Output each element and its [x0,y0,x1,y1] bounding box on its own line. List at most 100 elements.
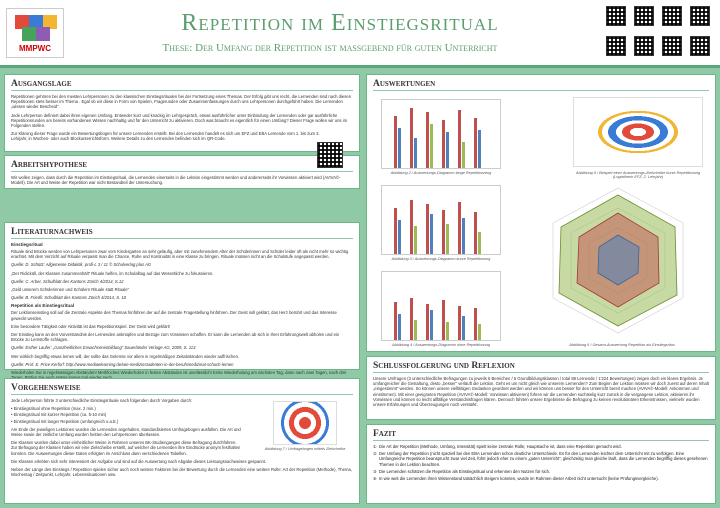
figure-caption: Abbildung 5 / Beispiel einer Auswertungs… [575,171,701,179]
fazit-item-text: Der Umfang der Repetition (nicht speziel… [379,451,708,467]
text-block: „Der Ridicküll, der Klassen zusammenhält… [11,270,214,276]
chart-bar [474,308,477,340]
fazit-item-number: ③ [373,468,377,474]
chart-bar [446,132,449,168]
chart-bar [414,320,417,340]
chart-bar [474,212,477,254]
text-block: Neben der Länge des Einstiegs / Repetiti… [11,467,352,478]
section-vorgehensweise: Vorgehensweise Jede Lehrperson führte 3 … [4,378,360,504]
section-arbeitshypothese: Arbeitshypothese Wir wollen zeigen, dass… [4,142,360,189]
figure-caption: Abbildung 3 / Auswertungs-Diagramm kurze… [391,257,491,261]
figure-caption: Abbildung 4 / Auswertungs-Diagramm ohne … [392,343,490,347]
chart-bar [478,324,481,340]
chart-bar [398,220,401,254]
list-item: • Einstiegsritual ohne Repetition (max. … [11,406,96,412]
chart-ohne-repetition [381,271,501,341]
subheading: Einstiegsritual [11,242,43,247]
text-block: Am Ende der jeweiligen Lektionen wurden … [11,426,241,438]
text-block: Die Klassen wurden dabei unter einheitli… [11,440,241,456]
chart-bar [446,322,449,340]
qr-code-icon[interactable] [690,36,710,56]
chart-bar [458,110,461,168]
page-subtitle: These: Der Umfang der Repetition ist mas… [162,42,498,54]
qr-code-icon[interactable] [606,36,626,56]
chart-bar [410,298,413,340]
chart-bar [462,218,465,254]
chart-bar [462,316,465,340]
text-block: Die Klassen erlebten sich sehr interessi… [11,458,267,464]
text-block: Zur Klärung dieser Frage wurde ein Bewer… [11,131,320,142]
figure-caption: Abbildung 7 / Umfragebogen mittels Ziels… [264,447,346,451]
qr-code-icon[interactable] [634,6,654,26]
chart-bar [410,200,413,254]
chart-bar [410,108,413,168]
section-auswertungen: Auswertungen Abbildung 2 / Auswertungs-D… [366,74,716,352]
chart-bar [430,214,433,254]
fazit-item: ② Der Umfang der Repetition (nicht spezi… [373,451,709,467]
fazit-item: ③ Die Lernenden schätzen die Repetition … [373,469,709,474]
chart-bar [478,130,481,168]
chart-bar [430,124,433,168]
heading-fazit: Fazit [373,429,709,441]
text-block: Wir wollen zeigen, dass durch die Repeti… [11,175,341,186]
chart-bar [414,226,417,254]
fazit-item: ① Die Art der Repetition (Methode, Umfan… [373,444,709,449]
target-image [273,401,337,445]
text-block: Wiederholen Sie in regelmässigen Abständ… [11,370,347,380]
heading-literatur: Literaturnachweis [11,227,353,239]
text-block: Der Einstieg kann an den Vorverständnis … [11,332,340,343]
chart-bar [430,310,433,340]
qr-code-icon[interactable] [662,6,682,26]
radar-grid [552,187,684,334]
text-block: Wer wirklich begriffig etwas lernen will… [11,353,240,359]
chart-lange-repetition [381,99,501,169]
text-block: Eine besondere Tätigkeit oder Aktivität … [11,323,171,329]
chart-bar [458,202,461,254]
radar-series-ohne [597,234,640,286]
section-schlussfolgerung: Schlussfolgerung und Reflexion Unsere Um… [366,356,716,420]
radar-chart [552,187,684,334]
figure-caption: Abbildung 2 / Auswertungs-Diagramm lange… [390,171,492,175]
chart-bar [462,142,465,168]
qr-code-icon[interactable] [634,36,654,56]
chart-bar [426,304,429,340]
qr-code-icon[interactable] [317,142,343,168]
chart-bar [398,314,401,340]
chart-bar [426,112,429,168]
text-block: Jede Lehrperson führte 3 unterschiedlich… [11,398,193,403]
citation: Quelle: D. Schütz: Allgemeine Didaktik, … [11,262,152,268]
text-block: Jede Lehrperson definiert dabei ihren ei… [11,112,348,129]
fazit-item-number: ④ [373,476,377,482]
target-image [573,97,703,167]
chart-bar [442,300,445,340]
chart-bar [478,232,481,254]
fazit-item-text: Die Art der Repetition (Methode, Umfang,… [379,444,622,449]
text-block: Der Lektionseinstieg soll auf die Zentra… [11,310,337,321]
chart-bar [426,204,429,254]
qr-code-icon[interactable] [606,6,626,26]
chart-bar [458,306,461,340]
figure-caption: Abbildung 6 / Gesamt-Auswertung Repetiti… [569,343,675,347]
subheading: Repetition als Einstiegsritual [11,303,75,309]
chart-bar [442,210,445,254]
text-block: „Geld unserem Schülerinnen und Schülern … [11,287,130,293]
qr-code-icon[interactable] [690,6,710,26]
section-ausgangslage: Ausgangslage Repetitionen gehören bei de… [4,74,360,152]
poster-header: MMPWC Repetition im Einstiegsritual Thes… [0,0,720,68]
chart-kurze-repetition [381,185,501,255]
logo-text: MMPWC [19,44,51,53]
list-item: • Einstiegsritual mit langer Repetition … [11,418,119,424]
fazit-item-text: Die Lernenden schätzen die Repetition al… [379,468,551,474]
page-title: Repetition im Einstiegsritual [181,10,499,36]
citation: Quelle: Esther Laufer: „Ganzheitliches E… [11,345,196,351]
chart-bar [414,138,417,168]
qr-code-icon[interactable] [662,36,682,56]
chart-bar [446,224,449,254]
text-block: Repetitionen gehören bei den meisten Leh… [11,94,352,110]
fazit-item-text: In wie weit die Lernenden ihren Wissenst… [379,476,659,482]
section-fazit: Fazit ① Die Art der Repetition (Methode,… [366,424,716,504]
citation: Quelle: Prof. E. Price Kerforf: http://w… [11,361,234,367]
heading-arbeitshypothese: Arbeitshypothese [11,160,353,172]
text-block: Unsere Umfragen (3 unterschiedliche Befr… [373,376,709,408]
chart-bar [394,302,397,340]
